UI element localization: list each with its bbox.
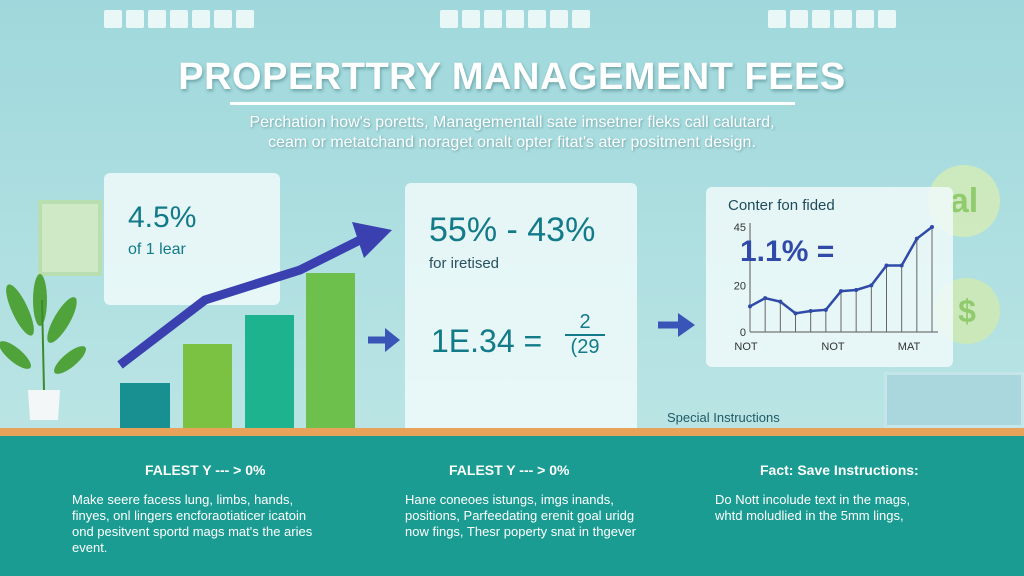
bottom-col-2-text: Hane coneoes istungs, imgs inands, positi… [405,492,705,540]
data-point [778,299,783,304]
bar [183,344,232,440]
data-point [914,236,919,241]
decor-square [790,10,808,28]
col-line: Hane coneoes istungs, imgs inands, [405,492,614,507]
decor-square [834,10,852,28]
decor-square [484,10,502,28]
col-line: positions, Parfeedating erenit goal urid… [405,508,635,523]
data-point [793,311,798,316]
x-tick-label: NOT [821,341,845,353]
data-point [763,296,768,301]
decor-square [572,10,590,28]
col-heading: Fact: Save Instructions: [760,462,919,478]
col-line: ond pesitvent sportd mags mat's the arie… [72,524,313,539]
decor-square [812,10,830,28]
col-line: now fings, Thesr poperty snat in thgever [405,524,636,539]
decor-square [768,10,786,28]
decor-square [506,10,524,28]
decor-square [214,10,232,28]
col-heading: FALEST Y --- > 0% [145,462,266,478]
fraction-top: 2 [579,311,591,333]
special-instructions-label: Special Instructions [667,410,780,425]
stat-value: 4.5% [128,201,197,234]
data-point [839,289,843,294]
subtitle-line: Perchation how's poretts, Managementall … [249,114,775,131]
col-line: whtd moludlied in the 5mm lings, [715,508,904,523]
decor-square [126,10,144,28]
decor-square [192,10,210,28]
data-point [854,288,859,292]
cabinet-decor [884,372,1024,428]
decor-square [170,10,188,28]
range-value: 55% - 43% [429,211,596,249]
bottom-col-3: Fact: Save Instructions: [760,462,919,478]
bar [306,273,355,440]
stat-card-middle: 55% - 43% for iretised 1E.34 = 2 (29 [405,183,637,437]
decor-square [856,10,874,28]
line-chart: 0 20 45 NOT NOT MAT [734,222,938,353]
title-divider [230,102,795,105]
decor-square [550,10,568,28]
bar [245,315,294,440]
y-tick-label: 20 [734,280,746,292]
subtitle: Perchation how's poretts, Managementall … [0,113,1024,153]
data-point [869,283,874,288]
bottom-col-1-text: Make seere facess lung, limbs, hands, fin… [72,492,372,556]
bottom-col-3-text: Do Nott incolude text in the mags, whtd m… [715,492,1015,524]
bottom-col-2: FALEST Y --- > 0% [449,462,569,478]
stat-label: of 1 lear [128,241,186,258]
x-tick-label: NOT [734,341,758,353]
col-line: Do Nott incolude text in the mags, [715,492,911,507]
decor-square [528,10,546,28]
plant-icon [0,274,86,420]
framed-certificate-icon [38,200,102,276]
fraction: 2 (29 [565,311,605,359]
page-title: PROPERTTRY MANAGEMENT FEES [178,56,846,98]
fraction-bottom: (29 [565,334,605,359]
decor-square [440,10,458,28]
decor-square [462,10,480,28]
range-label: for iretised [429,255,500,272]
data-point [930,225,934,229]
decor-square [104,10,122,28]
chart-title: Conter fon fided [728,197,835,214]
data-point [899,263,904,268]
data-point [823,307,828,312]
chart-big-value: 1.1% = [740,235,835,268]
floor-strip [0,428,1024,436]
data-point [808,309,813,313]
subtitle-line: ceam or metatchand noraget onalt opter f… [268,134,756,151]
y-tick-label: 0 [740,327,746,339]
y-tick-label: 45 [734,222,746,234]
stat-card-left: 4.5% of 1 lear [104,173,280,305]
equation: 1E.34 = [431,323,543,359]
data-point [884,263,889,268]
decor-square [878,10,896,28]
x-tick-label: MAT [898,341,921,353]
data-point [748,304,752,309]
col-line: finyes, onl lingers encforaotiaticer ica… [72,508,307,523]
col-line: Make seere facess lung, limbs, hands, [72,492,294,507]
decor-square [236,10,254,28]
decor-square [148,10,166,28]
bottom-panel [0,436,1024,576]
col-heading: FALEST Y --- > 0% [449,462,570,478]
line-chart-card: Conter fon fided 0 20 45 NOT NOT MAT 1.1% = [706,187,953,367]
bottom-col-1: FALEST Y --- > 0% [145,462,265,478]
col-line: event. [72,540,108,555]
